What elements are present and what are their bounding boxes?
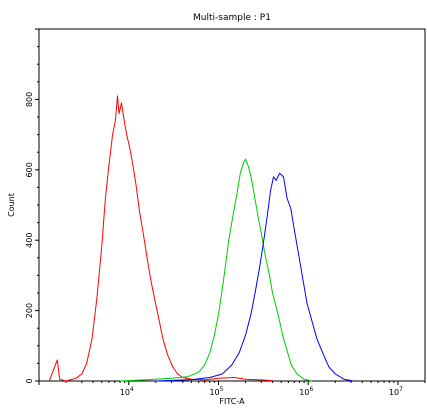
x-tick-exponent: 7 (399, 386, 403, 393)
x-tick-exponent: 4 (130, 386, 134, 393)
x-tick-base: 10 (299, 388, 309, 397)
x-tick-exponent: 5 (220, 386, 224, 393)
x-tick-exponent: 6 (309, 386, 313, 393)
x-tick-base: 10 (389, 388, 399, 397)
plot-frame (38, 28, 426, 382)
y-axis-label: Count (7, 193, 16, 217)
y-tick-label: 0 (25, 378, 34, 383)
x-tick-base: 10 (209, 388, 219, 397)
series-2-line (155, 172, 354, 382)
x-tick-base: 10 (120, 388, 130, 397)
x-tick-label: 105 (209, 386, 223, 397)
y-tick-label: 200 (25, 303, 34, 318)
y-tick-label: 400 (25, 233, 34, 248)
y-tick-label: 800 (25, 92, 34, 107)
series-layer (48, 95, 354, 382)
series-0-line (48, 95, 273, 382)
x-tick-label: 104 (120, 386, 134, 397)
y-axis: 0 200 400 600 800 (25, 28, 39, 384)
chart-title: Multi-sample : P1 (193, 13, 271, 23)
x-tick-label: 106 (299, 386, 313, 397)
x-axis-label: FITC-A (219, 397, 245, 406)
x-axis: 104 105 106 107 (38, 381, 426, 397)
series-1-line (119, 158, 313, 382)
x-tick-label: 107 (389, 386, 403, 397)
y-tick-label: 600 (25, 162, 34, 177)
